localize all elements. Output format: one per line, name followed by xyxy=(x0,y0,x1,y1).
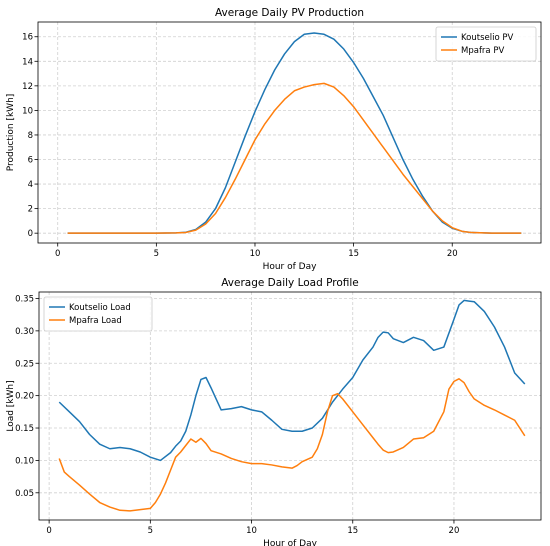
x-axis-label: Hour of Day xyxy=(263,262,318,272)
legend: Koutselio Load Mpafra Load xyxy=(43,296,153,332)
x-axis-label: Hour of Day xyxy=(263,539,318,546)
y-axis-label: Load [kWh] xyxy=(6,380,16,431)
y-tick-label: 10 xyxy=(22,106,33,116)
series-line-2 xyxy=(58,378,526,512)
y-tick-label: 0 xyxy=(28,229,33,239)
x-tick-label: 15 xyxy=(348,249,359,259)
legend-box xyxy=(43,296,153,332)
series-line-2 xyxy=(67,82,522,234)
plot-frame xyxy=(38,291,542,521)
x-tick-label: 0 xyxy=(55,249,60,259)
y-tick-label: 0.30 xyxy=(15,327,34,337)
y-tick-label: 0.15 xyxy=(15,424,34,434)
series-line-1 xyxy=(67,32,522,234)
x-tick-label: 20 xyxy=(447,249,458,259)
legend-box xyxy=(435,26,537,62)
y-tick-label: 16 xyxy=(22,33,33,43)
chart-1: 0 5 10 15 20 0 2 4 6 8 10 12 14 16 Average Daily PV Pr… xyxy=(6,7,542,272)
y-axis-label: Production [kWh] xyxy=(6,94,16,172)
y-tick-label: 8 xyxy=(28,131,33,141)
legend: Koutselio PV Mpafra PV xyxy=(435,26,537,62)
plot-frame xyxy=(37,21,542,244)
x-tick-label: 15 xyxy=(347,526,358,536)
y-tick-label: 12 xyxy=(22,82,33,92)
legend-label: Mpafra Load xyxy=(69,316,122,326)
y-tick-label: 0.20 xyxy=(15,392,34,402)
y-tick-label: 6 xyxy=(28,156,33,166)
y-tick-label: 4 xyxy=(28,180,33,190)
y-tick-label: 0.35 xyxy=(15,294,34,304)
y-tick-label: 2 xyxy=(28,205,33,215)
y-tick-label: 0.10 xyxy=(15,456,34,466)
x-tick-label: 10 xyxy=(250,249,261,259)
legend-label: Mpafra PV xyxy=(461,46,504,56)
series-line-1 xyxy=(58,299,526,462)
y-tick-label: 0.25 xyxy=(15,359,34,369)
x-tick-label: 5 xyxy=(148,526,153,536)
chart-2: 0 5 10 15 20 0.05 0.10 0.15 0.20 0.25 0.30 0.35 Aver… xyxy=(6,277,542,546)
x-tick-label: 5 xyxy=(154,249,159,259)
chart-title: Average Daily PV Production xyxy=(215,7,364,19)
x-tick-label: 0 xyxy=(46,526,51,536)
y-tick-label: 0.05 xyxy=(15,489,34,499)
legend-label: Koutselio PV xyxy=(461,33,513,43)
x-tick-label: 10 xyxy=(246,526,257,536)
chart-title: Average Daily Load Profile xyxy=(221,277,359,289)
legend-label: Koutselio Load xyxy=(69,303,131,313)
x-tick-label: 20 xyxy=(449,526,460,536)
y-tick-label: 14 xyxy=(22,57,33,67)
